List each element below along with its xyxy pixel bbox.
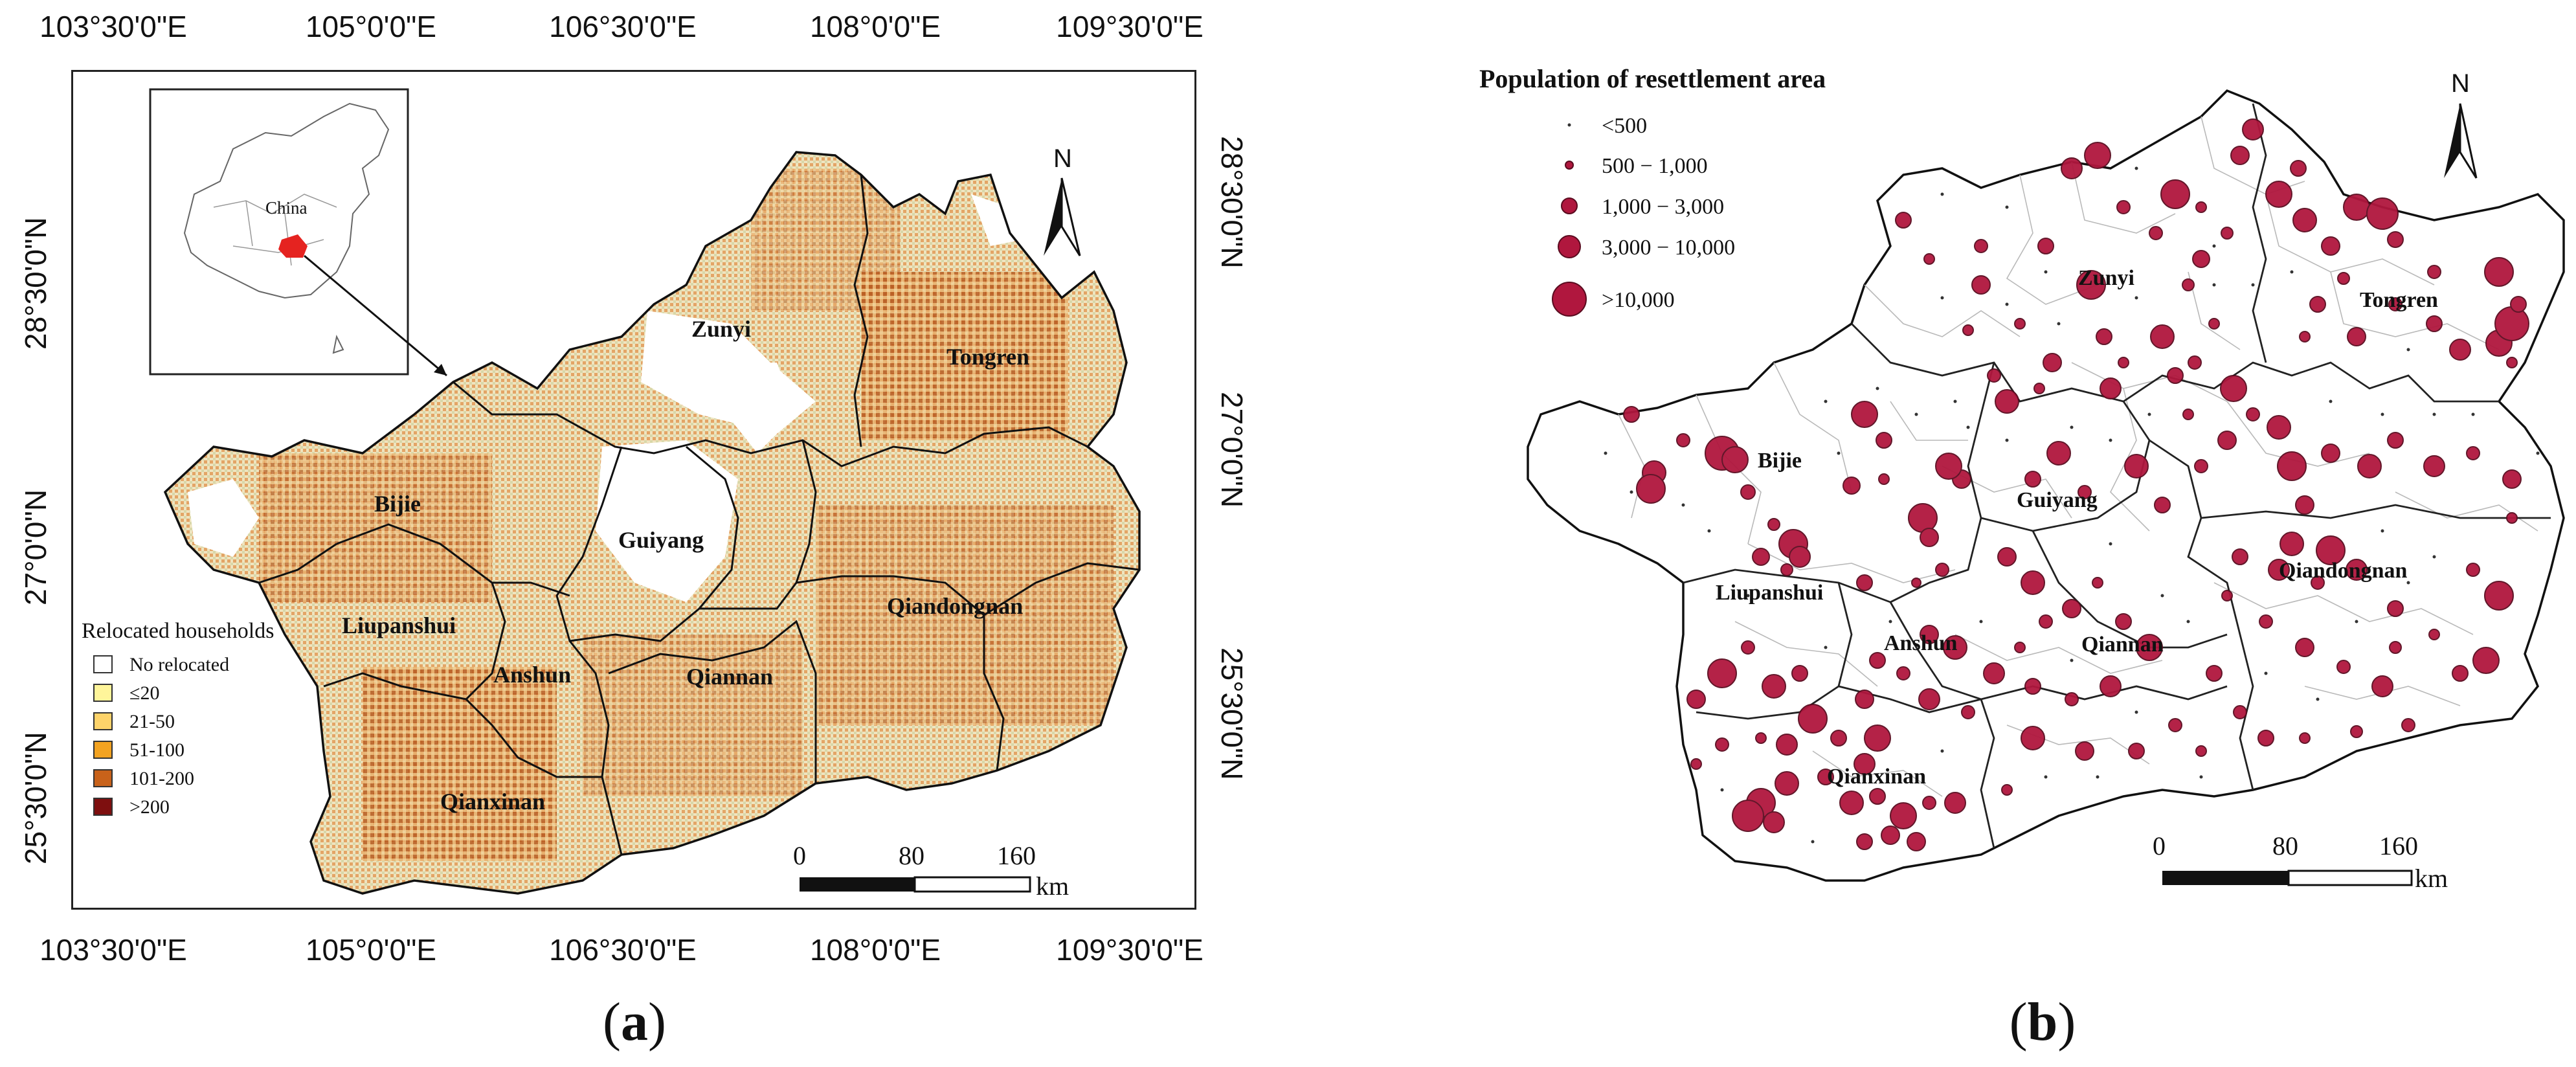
svg-text:0: 0 bbox=[793, 841, 806, 870]
lon-tick-bottom: 108°0'0"E bbox=[809, 933, 941, 967]
region-label-qianxinan: Qianxinan bbox=[440, 789, 545, 814]
region-label-qiannan-b: Qiannan bbox=[2081, 633, 2164, 657]
inset-label-china: China bbox=[265, 198, 308, 218]
region-label-tongren-b: Tongren bbox=[2360, 288, 2438, 312]
svg-text:0: 0 bbox=[2153, 831, 2166, 860]
region-label-qiandongnan: Qiandongnan bbox=[887, 593, 1023, 619]
lon-tick-top: 106°30'0"E bbox=[549, 10, 697, 43]
svg-text:Relocated households: Relocated households bbox=[82, 619, 274, 643]
region-label-anshun-b: Anshun bbox=[1884, 631, 1958, 655]
resettlement-bubbles bbox=[1623, 118, 2529, 851]
lon-tick-top: 103°30'0"E bbox=[39, 10, 187, 43]
region-label-bijie: Bijie bbox=[374, 491, 421, 517]
legend-b: Population of resettlement area <500 500… bbox=[1479, 64, 1826, 317]
svg-text:N: N bbox=[2451, 69, 2470, 98]
svg-text:101-200: 101-200 bbox=[129, 768, 194, 789]
svg-text:km: km bbox=[2415, 864, 2448, 893]
svg-text:>10,000: >10,000 bbox=[1602, 288, 1675, 312]
svg-text:<500: <500 bbox=[1602, 114, 1647, 138]
north-arrow-icon: N bbox=[2444, 69, 2478, 179]
svg-text:No relocated: No relocated bbox=[129, 654, 229, 675]
panel-label-b: (b) bbox=[2009, 992, 2076, 1052]
region-label-zunyi-b: Zunyi bbox=[2078, 266, 2134, 290]
region-label-qiandongnan-b: Qiandongnan bbox=[2279, 559, 2408, 583]
region-label-anshun: Anshun bbox=[493, 662, 571, 688]
lon-tick-top: 105°0'0"E bbox=[305, 10, 437, 43]
lon-tick-bottom: 109°30'0"E bbox=[1056, 933, 1204, 967]
scale-bar-a: 0 80 160 km bbox=[793, 841, 1069, 901]
region-label-qianxinan-b: Qianxinan bbox=[1827, 765, 1926, 789]
panel-label-a: (a) bbox=[603, 992, 666, 1052]
svg-text:80: 80 bbox=[899, 841, 924, 870]
lon-tick-bottom: 106°30'0"E bbox=[549, 933, 697, 967]
svg-text:80: 80 bbox=[2272, 831, 2298, 860]
province-outline-b bbox=[1527, 89, 2565, 882]
region-label-bijie-b: Bijie bbox=[1758, 449, 1802, 473]
legend-a: Relocated households No relocated ≤20 21… bbox=[82, 619, 274, 818]
region-label-tongren: Tongren bbox=[946, 344, 1029, 370]
region-label-guiyang-b: Guiyang bbox=[2017, 488, 2098, 512]
svg-text:km: km bbox=[1036, 871, 1069, 901]
svg-text:Population of resettlement are: Population of resettlement area bbox=[1479, 64, 1826, 93]
region-label-qiannan: Qiannan bbox=[686, 664, 773, 690]
lon-tick-top: 109°30'0"E bbox=[1056, 10, 1204, 43]
svg-text:1,000 − 3,000: 1,000 − 3,000 bbox=[1602, 195, 1724, 219]
svg-text:51-100: 51-100 bbox=[129, 739, 185, 761]
region-label-zunyi: Zunyi bbox=[691, 316, 751, 342]
inset-china-map: China bbox=[149, 88, 447, 377]
svg-text:N: N bbox=[1053, 144, 1072, 173]
scale-bar-b: 0 80 160 km bbox=[2153, 831, 2448, 893]
svg-text:3,000 − 10,000: 3,000 − 10,000 bbox=[1602, 236, 1735, 260]
lon-tick-bottom: 105°0'0"E bbox=[305, 933, 437, 967]
svg-text:≤20: ≤20 bbox=[129, 682, 159, 704]
svg-text:21-50: 21-50 bbox=[129, 711, 175, 732]
svg-text:160: 160 bbox=[997, 841, 1036, 870]
svg-text:160: 160 bbox=[2379, 831, 2418, 860]
svg-text:>200: >200 bbox=[129, 796, 170, 818]
lon-tick-bottom: 103°30'0"E bbox=[39, 933, 187, 967]
region-label-liupanshui-b: Liupanshui bbox=[1716, 581, 1823, 605]
lon-tick-top: 108°0'0"E bbox=[809, 10, 941, 43]
svg-text:500 − 1,000: 500 − 1,000 bbox=[1602, 154, 1708, 178]
region-label-liupanshui: Liupanshui bbox=[342, 612, 456, 638]
region-label-guiyang: Guiyang bbox=[618, 527, 704, 553]
north-arrow-icon: N bbox=[1044, 144, 1081, 256]
map-frame bbox=[71, 70, 1196, 910]
